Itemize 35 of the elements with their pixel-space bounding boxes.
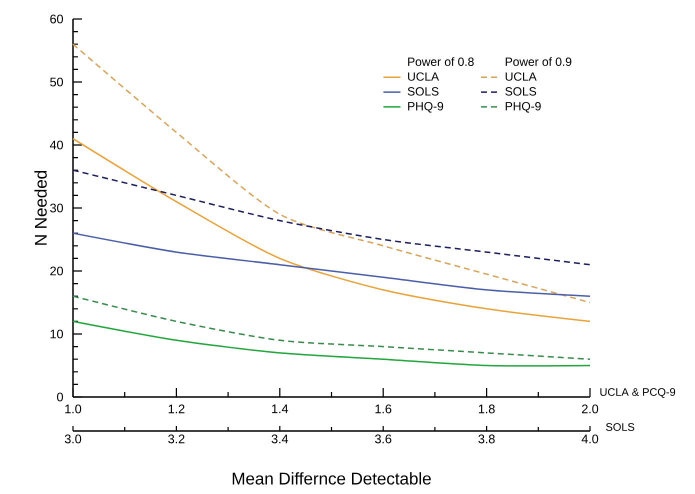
line-series bbox=[72, 138, 591, 322]
annotation: Power of 0.9 bbox=[506, 57, 572, 66]
x2-tick-label: 3.8 bbox=[478, 434, 495, 444]
x2-tick-label: 3.6 bbox=[375, 434, 392, 444]
line-series bbox=[72, 43, 591, 304]
legend-label: UCLA bbox=[408, 72, 440, 81]
x2-tick-label: 3.4 bbox=[272, 434, 288, 444]
y-axis-title: N Needed bbox=[34, 170, 47, 245]
text: UCLA & PCQ-9 bbox=[600, 388, 676, 398]
y-tick-label: 20 bbox=[50, 266, 63, 276]
legend-label: UCLA bbox=[506, 72, 537, 81]
x-tick-label: 1.4 bbox=[272, 404, 288, 414]
annotation: Power of 0.8 bbox=[408, 57, 474, 66]
legend-label: PHQ-9 bbox=[408, 102, 444, 113]
legend-label: SOLS bbox=[408, 87, 439, 96]
legend-label: PHQ-9 bbox=[506, 102, 541, 113]
legend-label: SOLS bbox=[505, 87, 536, 96]
y-tick-label: 10 bbox=[50, 330, 63, 338]
y-tick-label: 60 bbox=[50, 14, 63, 24]
line-series bbox=[72, 320, 591, 367]
y-tick-label: 50 bbox=[50, 78, 63, 86]
x2-tick-label: 3.0 bbox=[64, 434, 82, 444]
x-tick-label: 1.2 bbox=[168, 404, 184, 414]
x-tick-label: 1.0 bbox=[65, 404, 82, 414]
y-tick-label: 30 bbox=[50, 204, 63, 212]
line-series bbox=[72, 295, 591, 360]
x2-tick-label: 3.2 bbox=[168, 434, 184, 444]
x2-axis-title: SOLS bbox=[606, 423, 634, 431]
x-tick-label: 1.8 bbox=[478, 404, 495, 414]
x-axis-title: Mean Differnce Detectable bbox=[232, 472, 431, 485]
y-tick-label: 0 bbox=[57, 392, 63, 402]
y-tick-label: 40 bbox=[50, 140, 63, 150]
x2-tick-label: 4.0 bbox=[582, 434, 598, 444]
x-tick-label: 2.0 bbox=[582, 404, 598, 414]
x-tick-label: 1.6 bbox=[376, 404, 392, 414]
